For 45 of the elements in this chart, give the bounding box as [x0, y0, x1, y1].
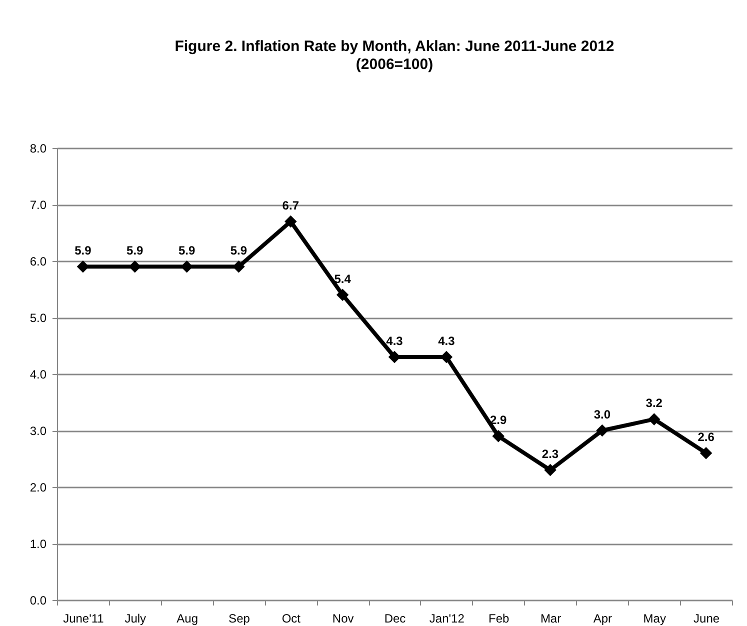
data-label: 5.9 [74, 244, 92, 258]
y-tick-label: 5.0 [30, 311, 47, 325]
data-label: 4.3 [386, 334, 404, 348]
y-tick-label: 3.0 [30, 424, 47, 438]
x-tick-label: June'11 [63, 612, 104, 626]
point [648, 413, 660, 426]
data-label: 5.9 [126, 244, 144, 258]
point [544, 464, 556, 476]
chart-subtitle: (2006=100) [356, 56, 434, 73]
y-tick-label: 6.0 [30, 254, 47, 268]
y-tick-label: 7.0 [30, 198, 47, 212]
point [232, 260, 245, 273]
y-tick-label: 1.0 [30, 537, 47, 551]
y-tick-label: 0.0 [30, 594, 47, 608]
x-tick-label: Mar [540, 612, 562, 626]
point [284, 215, 297, 228]
y-tick-label: 2.0 [30, 480, 47, 494]
data-label: 2.9 [490, 413, 508, 428]
point [492, 430, 504, 442]
data-label: 5.9 [178, 244, 196, 258]
point [700, 446, 712, 460]
data-label: 2.3 [542, 447, 559, 462]
x-tick-label: Sep [228, 612, 250, 626]
y-tick-label: 4.0 [30, 368, 47, 382]
x-tick-label: Dec [384, 612, 406, 626]
x-tick-label: Feb [488, 612, 510, 626]
x-tick-label: Aug [176, 612, 198, 626]
data-label: 6.7 [282, 198, 300, 212]
data-label: 4.3 [438, 334, 456, 348]
x-tick-label: Apr [593, 612, 612, 626]
y-tick-label: 8.0 [30, 142, 47, 156]
x-tick-label: Oct [282, 612, 302, 626]
x-tick-label: June [694, 612, 720, 626]
point [336, 288, 349, 302]
data-label: 3.0 [594, 408, 611, 422]
point [596, 424, 608, 437]
data-label: 2.6 [698, 430, 715, 444]
x-tick-label: July [124, 612, 146, 626]
chart-title: Figure 2. Inflation Rate by Month, Aklan: June 2011-June 2012 [174, 38, 614, 55]
data-label: 3.2 [646, 396, 663, 410]
x-tick-label: May [643, 612, 666, 626]
x-tick-label: Jan'12 [429, 612, 465, 626]
data-label: 5.4 [334, 272, 352, 286]
x-tick-label: Nov [332, 612, 354, 626]
data-label: 5.9 [230, 244, 248, 258]
